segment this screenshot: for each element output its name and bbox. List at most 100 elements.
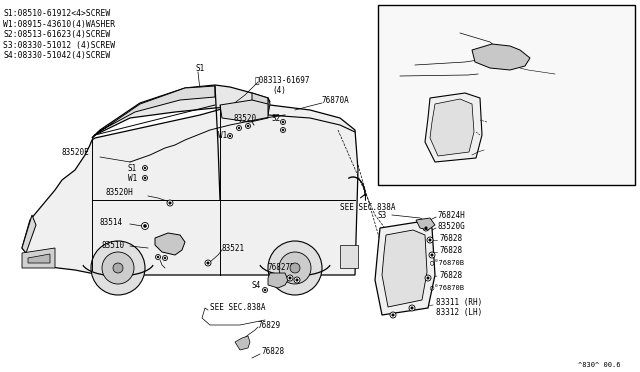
- Circle shape: [459, 81, 465, 87]
- Circle shape: [409, 305, 415, 311]
- Circle shape: [411, 307, 413, 309]
- Circle shape: [429, 252, 435, 258]
- Polygon shape: [425, 93, 482, 162]
- Circle shape: [296, 279, 298, 281]
- Text: 83510: 83510: [102, 241, 125, 250]
- Text: S3:08330-51012 (4)SCREW: S3:08330-51012 (4)SCREW: [3, 41, 115, 49]
- Text: 83520H: 83520H: [105, 187, 132, 196]
- Text: SEE SEC.838A: SEE SEC.838A: [385, 84, 436, 90]
- Circle shape: [237, 125, 241, 131]
- Circle shape: [460, 155, 465, 160]
- Text: (4): (4): [272, 86, 286, 94]
- Circle shape: [445, 85, 451, 91]
- Circle shape: [500, 49, 506, 55]
- Circle shape: [477, 109, 483, 115]
- Text: 76827B: 76827B: [390, 58, 418, 67]
- Polygon shape: [416, 218, 435, 230]
- Polygon shape: [252, 93, 270, 118]
- Text: 76827B: 76827B: [268, 263, 296, 273]
- Circle shape: [429, 239, 431, 241]
- Text: W1: W1: [128, 173, 137, 183]
- Polygon shape: [95, 86, 215, 135]
- Polygon shape: [28, 254, 50, 263]
- Circle shape: [279, 252, 311, 284]
- Circle shape: [470, 93, 474, 99]
- Polygon shape: [340, 245, 358, 268]
- Circle shape: [246, 124, 250, 128]
- Circle shape: [207, 262, 209, 264]
- Circle shape: [262, 288, 268, 292]
- Circle shape: [471, 95, 473, 97]
- Text: 83520G: 83520G: [438, 221, 466, 231]
- Text: W1:08915-43610(4)WASHER: W1:08915-43610(4)WASHER: [3, 19, 115, 29]
- Circle shape: [143, 224, 147, 228]
- Polygon shape: [430, 99, 474, 156]
- Circle shape: [282, 129, 284, 131]
- Circle shape: [113, 263, 123, 273]
- Text: S1:08510-61912<4>SCREW: S1:08510-61912<4>SCREW: [3, 9, 110, 18]
- Text: S2: S2: [272, 113, 281, 122]
- Circle shape: [477, 55, 483, 61]
- Polygon shape: [220, 100, 268, 122]
- Text: ○⁰76870B: ○⁰76870B: [430, 259, 464, 265]
- Text: 83312 (LH): 83312 (LH): [487, 155, 529, 161]
- Text: ○⁰76870B: ○⁰76870B: [430, 284, 464, 290]
- Text: 76828: 76828: [440, 234, 463, 243]
- Text: S4:08330-51042(4)SCREW: S4:08330-51042(4)SCREW: [3, 51, 110, 60]
- Polygon shape: [92, 85, 270, 138]
- Circle shape: [247, 125, 249, 127]
- Circle shape: [290, 263, 300, 273]
- Circle shape: [143, 176, 147, 180]
- Polygon shape: [235, 336, 250, 350]
- Text: S3: S3: [390, 70, 399, 78]
- Circle shape: [144, 177, 146, 179]
- Polygon shape: [382, 230, 427, 307]
- Circle shape: [461, 83, 463, 85]
- Text: SEE SEC.838A: SEE SEC.838A: [340, 202, 396, 212]
- Circle shape: [282, 121, 284, 123]
- Polygon shape: [22, 248, 55, 268]
- Circle shape: [472, 128, 477, 132]
- Circle shape: [423, 225, 429, 231]
- Circle shape: [289, 277, 291, 279]
- Text: 76829: 76829: [258, 321, 281, 330]
- Circle shape: [431, 254, 433, 256]
- Text: 83521: 83521: [222, 244, 245, 253]
- Circle shape: [141, 222, 148, 230]
- Text: ○⁰76870B: ○⁰76870B: [483, 131, 517, 137]
- Text: 76828: 76828: [440, 246, 463, 254]
- Circle shape: [91, 241, 145, 295]
- Circle shape: [156, 254, 161, 260]
- Text: 76828: 76828: [262, 347, 285, 356]
- Circle shape: [452, 83, 458, 89]
- Circle shape: [479, 57, 481, 59]
- Text: DX: DX: [384, 10, 395, 19]
- Circle shape: [205, 260, 211, 266]
- Circle shape: [102, 252, 134, 284]
- Text: 83520E: 83520E: [62, 148, 90, 157]
- Text: 76871 (LH): 76871 (LH): [558, 49, 600, 55]
- Circle shape: [294, 277, 300, 283]
- Text: 76824H: 76824H: [438, 211, 466, 219]
- Text: S4: S4: [252, 280, 261, 289]
- Circle shape: [167, 200, 173, 206]
- Polygon shape: [268, 273, 288, 288]
- Circle shape: [425, 275, 431, 281]
- Circle shape: [390, 312, 396, 318]
- Circle shape: [227, 134, 232, 138]
- Text: (4): (4): [462, 26, 476, 35]
- Circle shape: [268, 241, 322, 295]
- Bar: [378, 5, 635, 185]
- Text: S1: S1: [195, 64, 204, 73]
- Text: Ⓝ08313-61697: Ⓝ08313-61697: [445, 16, 500, 25]
- Text: SEE SEC.838A: SEE SEC.838A: [210, 304, 266, 312]
- Text: 83514: 83514: [100, 218, 123, 227]
- Circle shape: [280, 119, 285, 125]
- Circle shape: [163, 256, 168, 260]
- Polygon shape: [375, 222, 435, 315]
- Text: 83520: 83520: [233, 113, 256, 122]
- Circle shape: [392, 314, 394, 316]
- Text: 76870A: 76870A: [322, 96, 349, 105]
- Circle shape: [454, 85, 456, 87]
- Polygon shape: [22, 215, 36, 253]
